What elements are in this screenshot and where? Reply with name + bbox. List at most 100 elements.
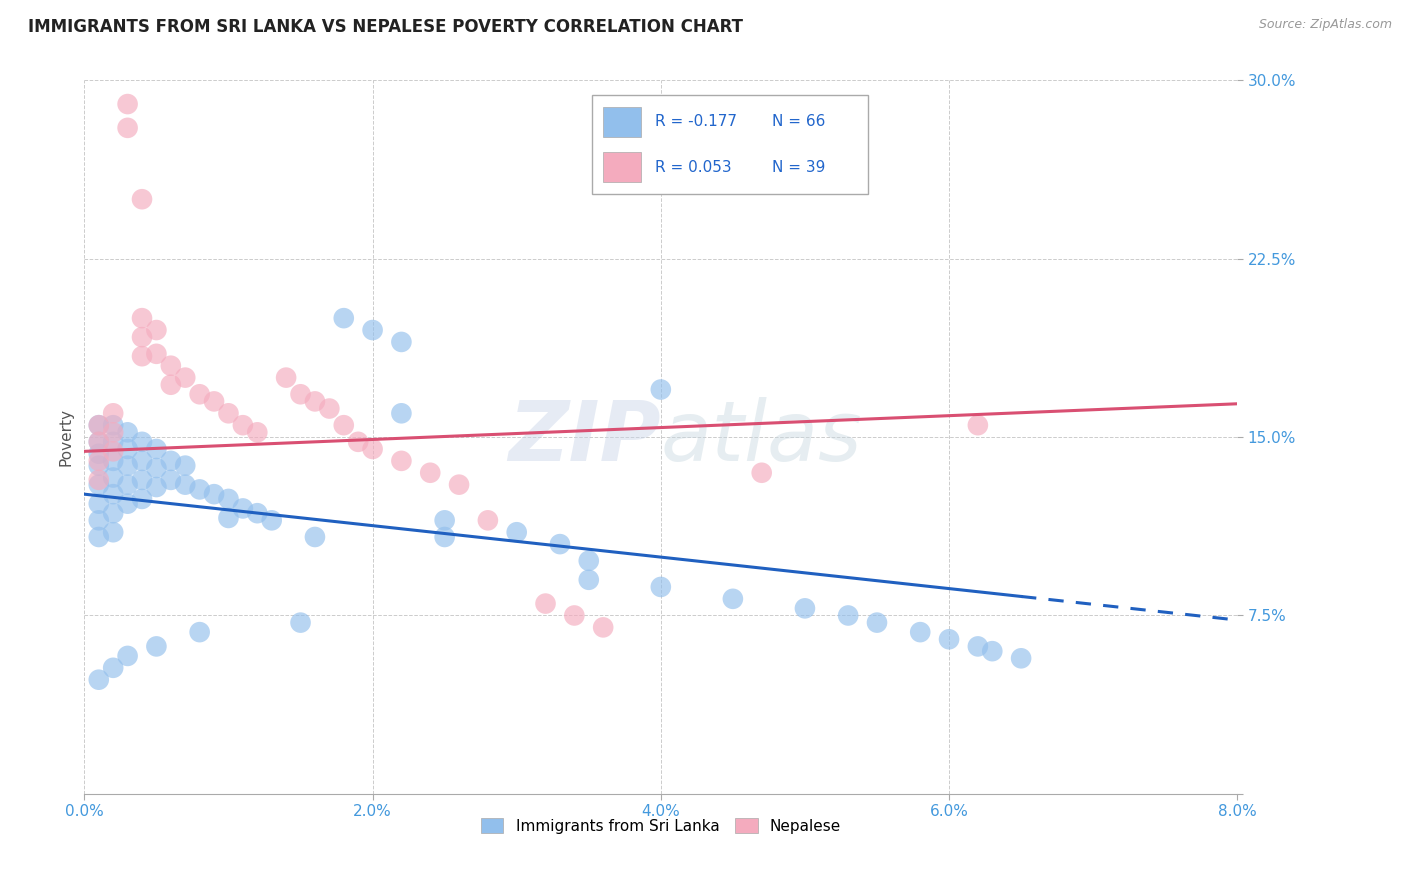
Point	[232, 418, 254, 433]
Point	[534, 597, 557, 611]
Point	[87, 447, 110, 461]
Point	[103, 506, 124, 520]
Point	[145, 461, 167, 475]
Point	[160, 377, 183, 392]
Point	[304, 394, 326, 409]
Point	[218, 406, 240, 420]
Point	[131, 434, 153, 449]
Point	[202, 394, 225, 409]
Point	[506, 525, 529, 540]
Point	[103, 525, 124, 540]
Point	[160, 359, 183, 373]
Point	[837, 608, 859, 623]
Text: Source: ZipAtlas.com: Source: ZipAtlas.com	[1258, 18, 1392, 31]
Point	[290, 387, 312, 401]
Point	[361, 323, 384, 337]
Point	[318, 401, 340, 416]
Point	[87, 513, 110, 527]
Point	[145, 442, 167, 456]
Point	[333, 311, 356, 326]
Point	[87, 477, 110, 491]
Point	[160, 454, 183, 468]
Point	[578, 554, 600, 568]
Point	[910, 625, 932, 640]
Text: IMMIGRANTS FROM SRI LANKA VS NEPALESE POVERTY CORRELATION CHART: IMMIGRANTS FROM SRI LANKA VS NEPALESE PO…	[28, 18, 744, 36]
Point	[131, 192, 153, 206]
Point	[117, 442, 139, 456]
Point	[650, 383, 672, 397]
Point	[145, 323, 167, 337]
Point	[131, 349, 153, 363]
Point	[117, 120, 139, 135]
Point	[578, 573, 600, 587]
Point	[361, 442, 384, 456]
Point	[419, 466, 441, 480]
Point	[433, 530, 456, 544]
Point	[650, 580, 672, 594]
Point	[131, 454, 153, 468]
Point	[333, 418, 356, 433]
Point	[87, 458, 110, 473]
Point	[592, 620, 614, 634]
Point	[188, 387, 211, 401]
Point	[87, 454, 110, 468]
Point	[721, 591, 744, 606]
Point	[548, 537, 571, 551]
Point	[290, 615, 312, 630]
Point	[87, 473, 110, 487]
Point	[160, 473, 183, 487]
Point	[188, 483, 211, 497]
Point	[117, 458, 139, 473]
Point	[87, 418, 110, 433]
Point	[433, 513, 456, 527]
Point	[188, 625, 211, 640]
Point	[174, 477, 197, 491]
Point	[232, 501, 254, 516]
Point	[866, 615, 889, 630]
Text: ZIP: ZIP	[508, 397, 661, 477]
Point	[131, 330, 153, 344]
Point	[117, 425, 139, 440]
Point	[218, 511, 240, 525]
Point	[87, 497, 110, 511]
Point	[246, 506, 269, 520]
Point	[103, 444, 124, 458]
Point	[1010, 651, 1032, 665]
Point	[103, 470, 124, 484]
Point	[131, 311, 153, 326]
Point	[260, 513, 283, 527]
Point	[145, 640, 167, 654]
Point	[246, 425, 269, 440]
Point	[103, 434, 124, 449]
Point	[794, 601, 817, 615]
Point	[751, 466, 773, 480]
Point	[117, 477, 139, 491]
Point	[202, 487, 225, 501]
Point	[131, 473, 153, 487]
Point	[391, 334, 413, 349]
Point	[103, 487, 124, 501]
Point	[967, 418, 990, 433]
Point	[103, 454, 124, 468]
Legend: Immigrants from Sri Lanka, Nepalese: Immigrants from Sri Lanka, Nepalese	[474, 812, 848, 839]
Point	[103, 406, 124, 420]
Point	[103, 418, 124, 433]
Text: atlas: atlas	[661, 397, 862, 477]
Point	[87, 673, 110, 687]
Point	[276, 370, 298, 384]
Point	[87, 418, 110, 433]
Point	[87, 530, 110, 544]
Point	[117, 97, 139, 112]
Y-axis label: Poverty: Poverty	[58, 408, 73, 467]
Point	[131, 491, 153, 506]
Point	[103, 661, 124, 675]
Point	[304, 530, 326, 544]
Point	[117, 497, 139, 511]
Point	[391, 406, 413, 420]
Point	[449, 477, 471, 491]
Point	[145, 480, 167, 494]
Point	[477, 513, 499, 527]
Point	[174, 458, 197, 473]
Point	[564, 608, 586, 623]
Point	[103, 425, 124, 440]
